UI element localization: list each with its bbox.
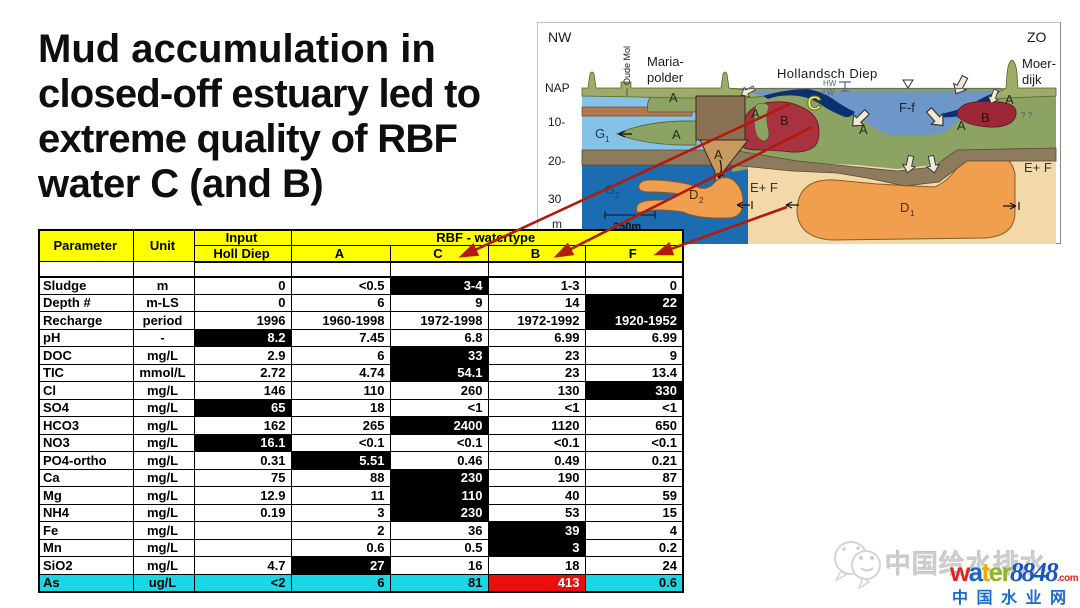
- svg-text:G: G: [595, 126, 605, 141]
- svg-text:Oude Mol: Oude Mol: [622, 46, 632, 85]
- svg-text:Maria-: Maria-: [647, 54, 684, 69]
- svg-text:C: C: [807, 93, 821, 115]
- svg-text:G: G: [605, 182, 615, 197]
- svg-text:LW: LW: [823, 88, 835, 97]
- svg-text:B: B: [981, 110, 990, 125]
- svg-text:A: A: [1005, 92, 1014, 107]
- svg-text:1: 1: [605, 135, 610, 144]
- svg-text:NW: NW: [548, 29, 572, 45]
- svg-text:A: A: [751, 106, 760, 121]
- svg-text:A: A: [672, 127, 681, 142]
- svg-text:2: 2: [699, 196, 704, 205]
- svg-text:B: B: [780, 113, 789, 128]
- svg-text:A: A: [669, 90, 678, 105]
- svg-text:D: D: [900, 200, 909, 215]
- svg-text:E+ F: E+ F: [750, 180, 778, 195]
- svg-text:20-: 20-: [548, 154, 565, 168]
- svg-text:A: A: [957, 118, 966, 133]
- svg-text:A: A: [714, 147, 723, 162]
- svg-text:dijk: dijk: [1022, 72, 1042, 87]
- svg-text:NAP: NAP: [545, 81, 570, 95]
- svg-text:HW: HW: [823, 79, 837, 88]
- svg-text:? ?: ? ?: [1021, 111, 1033, 120]
- svg-text:D: D: [689, 187, 698, 202]
- svg-text:1: 1: [910, 209, 915, 218]
- svg-text:10-: 10-: [548, 115, 565, 129]
- svg-text:Hollandsch Diep: Hollandsch Diep: [777, 66, 878, 81]
- svg-text:A: A: [859, 122, 868, 137]
- svg-text:polder: polder: [647, 70, 684, 85]
- svg-text:Moer-: Moer-: [1022, 56, 1056, 71]
- svg-text:E+ F: E+ F: [1024, 160, 1052, 175]
- svg-text:F-f: F-f: [899, 100, 915, 115]
- svg-text:2: 2: [615, 191, 620, 200]
- svg-text:ZO: ZO: [1027, 29, 1047, 45]
- svg-text:30: 30: [548, 192, 562, 206]
